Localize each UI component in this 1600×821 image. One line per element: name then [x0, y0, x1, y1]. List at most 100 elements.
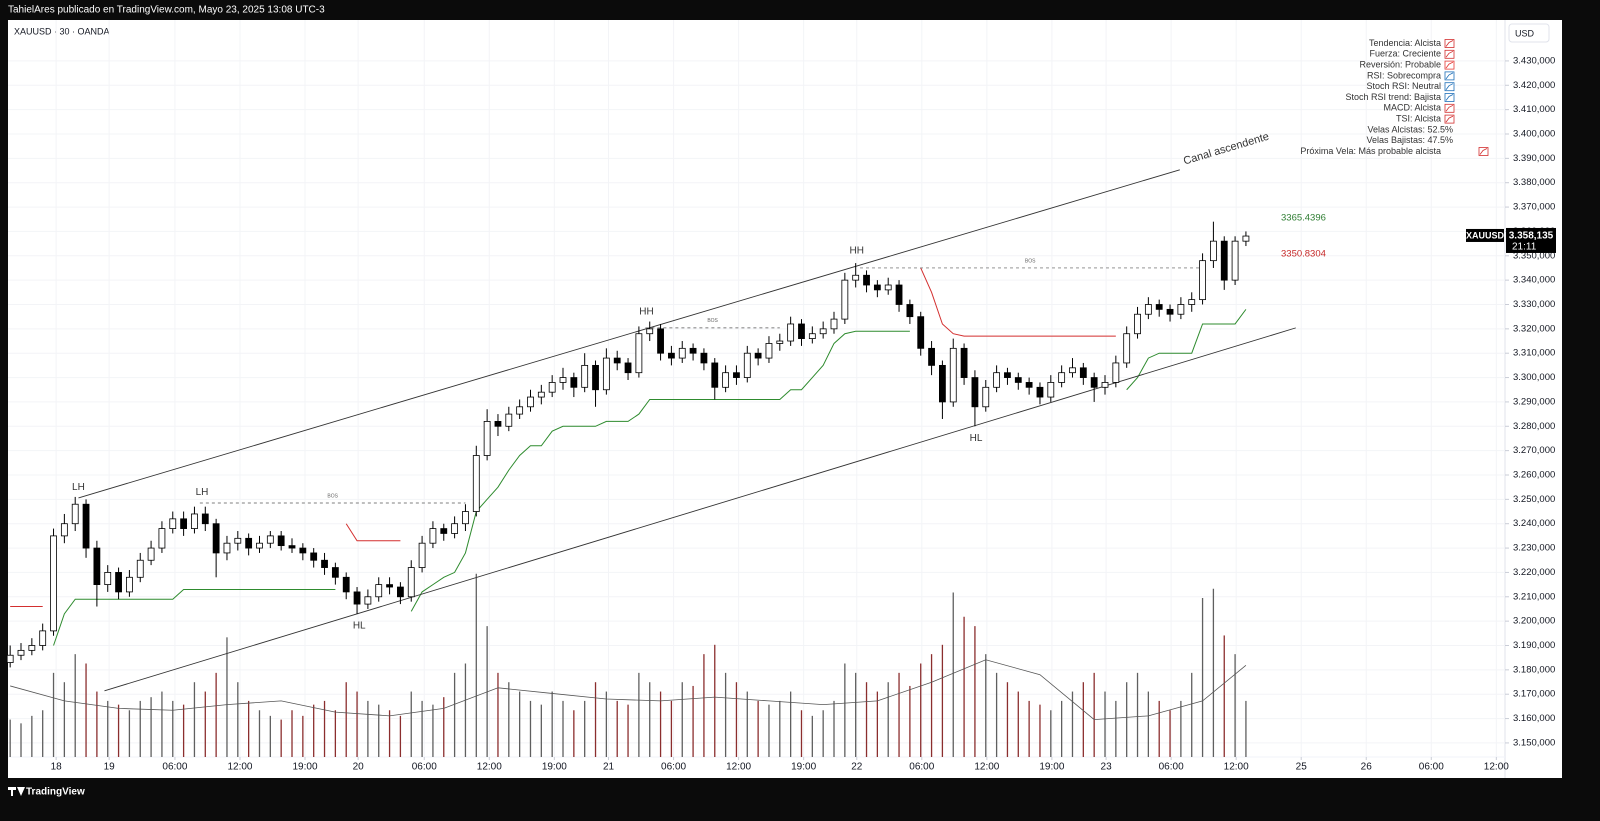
candle-body: [678, 347, 686, 359]
info-icon: [1444, 93, 1455, 102]
candle-body: [126, 576, 133, 593]
y-tick-label: 3.320,000: [1513, 323, 1555, 334]
level-label: 3365.4396: [1281, 213, 1326, 224]
symbol-tag: XAUUSD: [1466, 230, 1505, 240]
candle-body: [646, 328, 654, 335]
x-tick-label: 26: [1361, 762, 1373, 773]
structure-label: LH: [196, 487, 209, 498]
y-tick-label: 3.220,000: [1513, 567, 1555, 578]
candle-body: [722, 372, 730, 388]
candle-body: [418, 542, 426, 568]
candle-body: [60, 523, 68, 537]
y-tick-label: 3.230,000: [1513, 543, 1555, 554]
y-tick-label: 3.170,000: [1513, 689, 1555, 700]
candle-body: [906, 304, 914, 318]
candle-body: [180, 518, 188, 529]
y-tick-label: 3.240,000: [1513, 518, 1555, 529]
info-icon: [1444, 71, 1455, 81]
x-tick-label: 06:00: [412, 762, 437, 773]
candle-body: [386, 584, 393, 588]
y-tick-label: 3.150,000: [1513, 737, 1555, 748]
y-tick-label: 3.290,000: [1513, 396, 1555, 407]
countdown: 21:11: [1512, 242, 1537, 253]
info-row: MACD: Alcista: [1383, 103, 1441, 113]
candle-body: [1069, 367, 1076, 374]
info-row: Stoch RSI trend: Bajista: [1345, 92, 1441, 102]
candle-body: [1242, 235, 1250, 242]
x-tick-label: 19:00: [292, 762, 317, 773]
candle-body: [798, 323, 805, 339]
candle-body: [635, 333, 643, 374]
candle-body: [39, 630, 47, 646]
candle-body: [689, 347, 697, 354]
candle-body: [397, 586, 404, 598]
x-tick-label: 19:00: [542, 762, 567, 773]
bos-label: BOS: [1025, 258, 1036, 264]
footer: TradingView: [26, 787, 85, 798]
candle-body: [863, 274, 870, 286]
y-tick-label: 3.190,000: [1513, 640, 1555, 651]
bos-label: BOS: [707, 318, 718, 324]
candle-body: [527, 396, 534, 408]
channel-line: [78, 169, 1180, 499]
candle-body: [1177, 304, 1185, 315]
candle-body: [624, 362, 632, 374]
x-tick-label: 12:00: [1484, 762, 1509, 773]
candle-body: [1004, 372, 1011, 378]
candle-body: [28, 645, 36, 651]
candle-body: [895, 284, 903, 305]
x-tick-label: 12:00: [974, 762, 999, 773]
candle-body: [429, 528, 437, 544]
candle-body: [407, 567, 415, 598]
candle-body: [1058, 372, 1066, 383]
candle-body: [212, 523, 220, 554]
x-tick-label: 06:00: [909, 762, 934, 773]
y-tick-label: 3.330,000: [1513, 299, 1555, 310]
candle-body: [873, 284, 881, 291]
candle-body: [819, 328, 827, 335]
info-icon: [1444, 82, 1455, 92]
info-icon: [1478, 147, 1489, 156]
x-tick-label: 06:00: [162, 762, 187, 773]
candle-body: [50, 535, 57, 632]
structure-label: HL: [970, 433, 983, 444]
candle-body: [169, 518, 177, 529]
candle-body: [375, 584, 383, 598]
candle-body: [852, 274, 860, 281]
candle-body: [917, 316, 925, 349]
candle-body: [884, 284, 892, 291]
candle-body: [754, 352, 762, 359]
info-row: Tendencia: Alcista: [1369, 38, 1441, 48]
x-tick-label: 20: [353, 762, 365, 773]
candle-body: [1134, 313, 1141, 335]
chart-pane: [8, 20, 1562, 778]
last-price-box: [1506, 227, 1556, 253]
info-icon-mark: [1445, 50, 1454, 58]
last-price: 3.358,135: [1509, 231, 1554, 242]
candle-body: [342, 576, 350, 593]
candle-body: [277, 535, 285, 547]
y-tick-label: 3.350,000: [1513, 250, 1555, 261]
candle-body: [657, 328, 664, 354]
candle-body: [1079, 367, 1087, 378]
candle-body: [136, 559, 144, 578]
candle-body: [960, 347, 968, 378]
currency: USD: [1515, 28, 1535, 38]
info-icon: [1444, 49, 1455, 59]
y-tick-label: 3.420,000: [1513, 80, 1555, 91]
x-tick-label: 19:00: [1039, 762, 1064, 773]
structure-label: HH: [850, 246, 864, 257]
candle-body: [201, 513, 209, 525]
header: TahielAres publicado en TradingView.com,…: [8, 5, 325, 16]
volume-ma: [10, 659, 1247, 721]
candle-body: [82, 503, 90, 549]
y-tick-label: 3.250,000: [1513, 494, 1555, 505]
candle-body: [440, 528, 448, 534]
candle-body: [288, 545, 296, 549]
candle-body: [787, 323, 795, 342]
candle-body: [613, 357, 621, 364]
x-tick-label: 12:00: [1224, 762, 1249, 773]
info-icon-mark: [1445, 40, 1454, 47]
candle-body: [928, 347, 935, 366]
